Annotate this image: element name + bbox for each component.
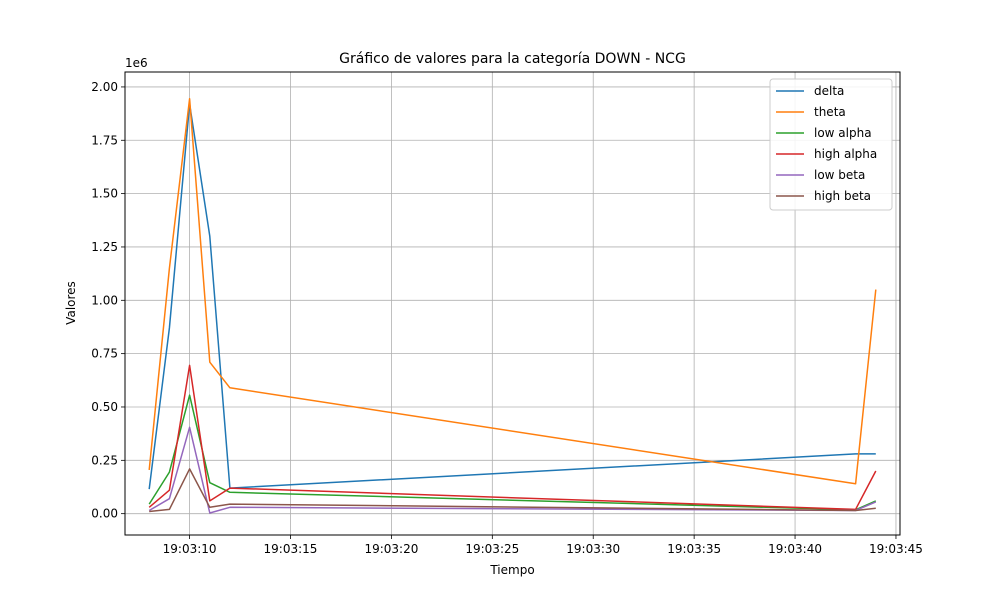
series-line-high-beta [149, 468, 876, 513]
legend-label: high beta [814, 189, 871, 203]
x-tick-label: 19:03:20 [364, 542, 418, 556]
y-offset-label: 1e6 [125, 56, 148, 70]
x-tick-label: 19:03:40 [768, 542, 822, 556]
y-tick-label: 0.25 [91, 453, 118, 467]
legend-label: delta [814, 84, 844, 98]
x-tick-label: 19:03:25 [465, 542, 519, 556]
legend-label: low beta [814, 168, 865, 182]
legend-label: high alpha [814, 147, 877, 161]
y-tick-label: 1.75 [91, 133, 118, 147]
series-line-theta [148, 97, 877, 485]
y-tick-label: 2.00 [91, 80, 118, 94]
series-line-high-alpha [148, 364, 877, 511]
chart-title: Gráfico de valores para la categoría DOW… [339, 51, 686, 67]
x-axis-label: Tiempo [489, 563, 534, 577]
y-tick-label: 1.25 [91, 240, 118, 254]
plot-frame [124, 71, 901, 536]
x-tick-label: 19:03:30 [566, 542, 620, 556]
legend-label: theta [814, 105, 846, 119]
x-tick-label: 19:03:45 [869, 542, 923, 556]
y-tick-label: 1.50 [91, 187, 118, 201]
y-tick-label: 1.00 [91, 293, 118, 307]
series-line-delta [148, 103, 876, 490]
x-tick-label: 19:03:15 [264, 542, 318, 556]
x-tick-label: 19:03:35 [667, 542, 721, 556]
y-tick-label: 0.50 [91, 400, 118, 414]
series-lines [148, 97, 877, 514]
y-tick-label: 0.00 [91, 507, 118, 521]
x-tick-label: 19:03:10 [163, 542, 217, 556]
x-axis-ticks: 19:03:10 19:03:15 19:03:20 19:03:25 19:03:30… [163, 535, 923, 556]
y-tick-label: 0.75 [91, 347, 118, 361]
legend: delta theta low alpha high alpha low beta hig… [769, 78, 893, 211]
y-axis-label: Valores [64, 281, 78, 325]
grid [125, 72, 900, 535]
y-axis-ticks: 0.00 0.25 0.50 0.75 1.00 1.25 1.50 1.75 2.00 [91, 80, 125, 521]
legend-label: low alpha [814, 126, 872, 140]
